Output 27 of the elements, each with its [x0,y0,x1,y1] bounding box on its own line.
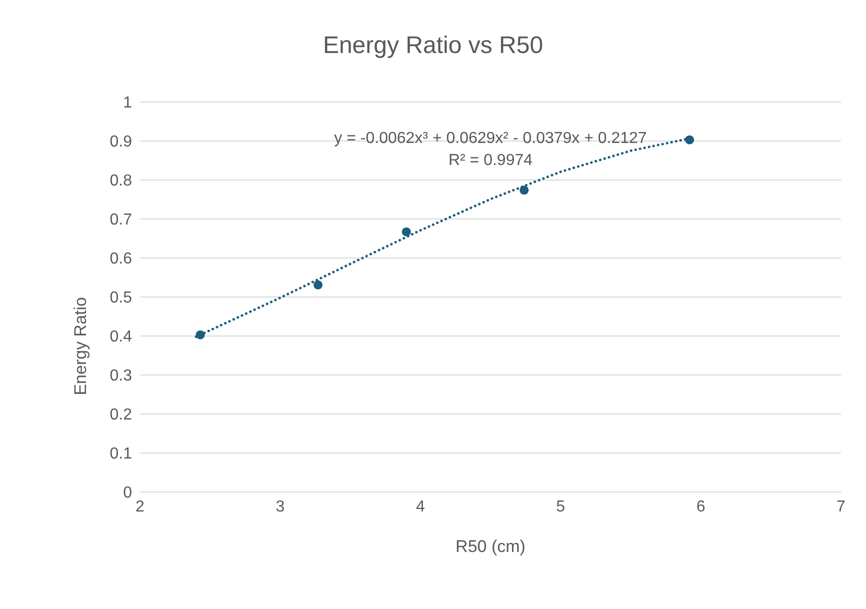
y-tick-label: 0.4 [110,328,132,346]
x-tick-label: 7 [836,498,846,516]
y-tick-label: 0.1 [110,446,132,463]
point [520,186,529,195]
annotation: R² = 0.9974 [447,152,534,170]
chart-title: Energy Ratio vs R50 [322,32,544,60]
y-tick-label: 0.8 [110,172,132,190]
point [196,330,205,340]
x-tick-label: 3 [276,498,285,516]
y-tick-label: 0.3 [110,368,132,385]
y-tick-label: 0.6 [110,250,132,268]
y-tick-label: 0.7 [110,212,132,229]
point [402,227,411,236]
x-tick-label: 2 [136,498,145,516]
y-tick-label: 0.2 [110,406,132,424]
y-axis-title: Energy Ratio [71,297,90,396]
point [314,280,323,290]
y-tick-label: 1 [123,94,132,112]
y-tick-label: 0.9 [110,134,132,151]
x-tick-label: 5 [556,498,566,516]
annotation: y = -0.0062x³ + 0.0629x² - 0.0379x + 0.2127 [333,130,648,148]
x-axis-title: R50 (cm) [456,537,526,556]
y-tick-label: 0.5 [110,290,132,307]
x-tick-label: 4 [416,498,425,516]
y-tick-label: 0 [123,484,132,502]
x-tick-label: 6 [696,498,706,516]
point [685,135,694,144]
